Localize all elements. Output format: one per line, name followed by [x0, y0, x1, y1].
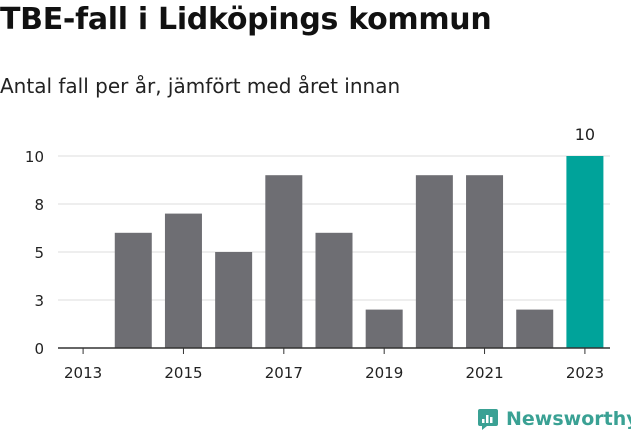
bar [164, 213, 202, 348]
bar [365, 309, 403, 348]
x-tick-label: 2015 [164, 364, 202, 382]
y-tick-label: 0 [34, 340, 44, 358]
bar [114, 232, 152, 348]
y-tick-label: 5 [34, 244, 44, 262]
x-tick-label: 2013 [64, 364, 102, 382]
bar [415, 175, 453, 348]
newsworthy-brand: Newsworthy [476, 407, 631, 431]
brand-name: Newsworthy [506, 408, 631, 430]
x-tick-label: 2023 [566, 364, 604, 382]
data-label: 10 [575, 125, 595, 144]
bar [315, 232, 353, 348]
newsworthy-logo-icon [478, 409, 498, 430]
bar [466, 175, 504, 348]
bar [265, 175, 303, 348]
bar [566, 156, 604, 348]
x-tick-label: 2021 [465, 364, 503, 382]
x-tick-label: 2019 [365, 364, 403, 382]
bar [516, 309, 554, 348]
chart-subtitle: Antal fall per år, jämfört med året inna… [0, 74, 401, 98]
chart-title: TBE-fall i Lidköpings kommun [0, 2, 492, 37]
y-tick-label: 10 [25, 148, 44, 166]
bar [215, 252, 253, 348]
x-tick-label: 2017 [265, 364, 303, 382]
y-tick-label: 3 [34, 292, 44, 310]
y-tick-label: 8 [34, 196, 44, 214]
